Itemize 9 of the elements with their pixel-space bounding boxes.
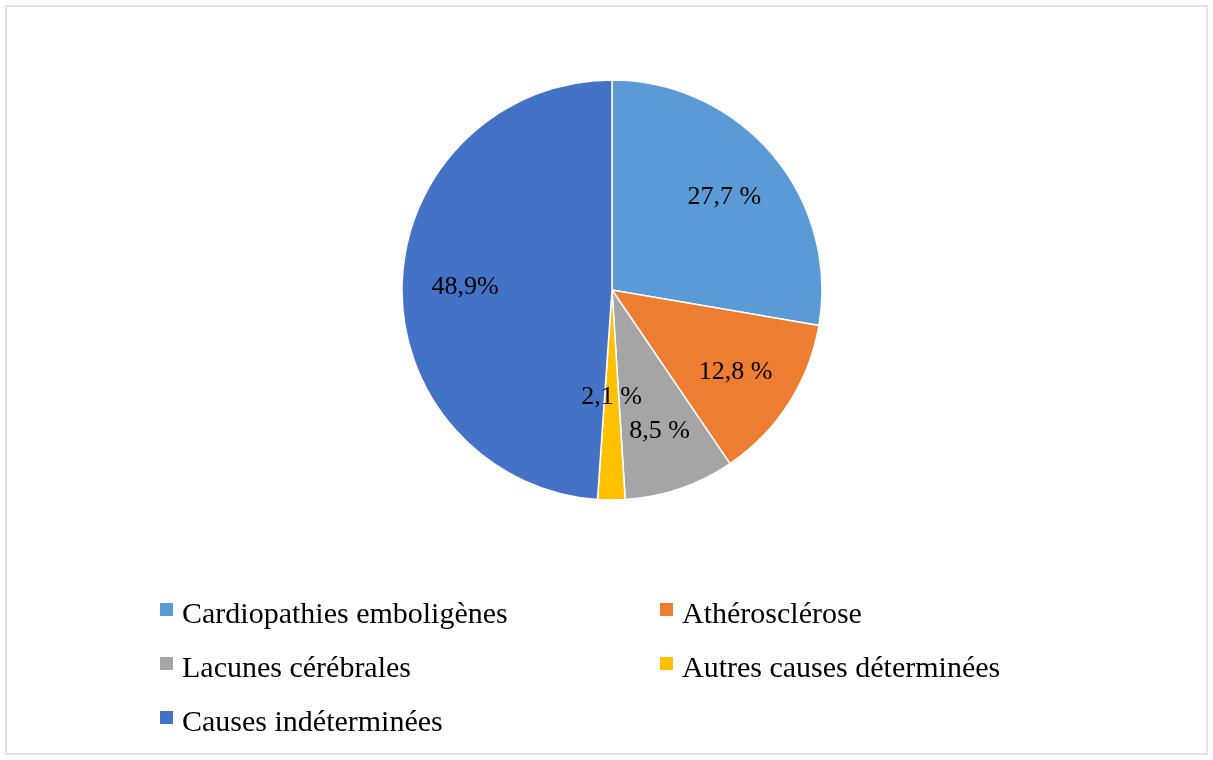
data-label: 8,5 % (629, 415, 690, 445)
legend-label: Lacunes cérébrales (182, 649, 412, 683)
legend-label: Autres causes déterminées (682, 649, 1001, 683)
data-label: 12,8 % (698, 355, 773, 385)
legend-label: Causes indéterminées (182, 703, 443, 737)
data-label: 48,9% (431, 271, 499, 301)
data-label: 27,7 % (687, 181, 762, 211)
legend-label: Cardiopathies emboligènes (182, 595, 508, 629)
legend-label: Athérosclérose (682, 595, 862, 629)
